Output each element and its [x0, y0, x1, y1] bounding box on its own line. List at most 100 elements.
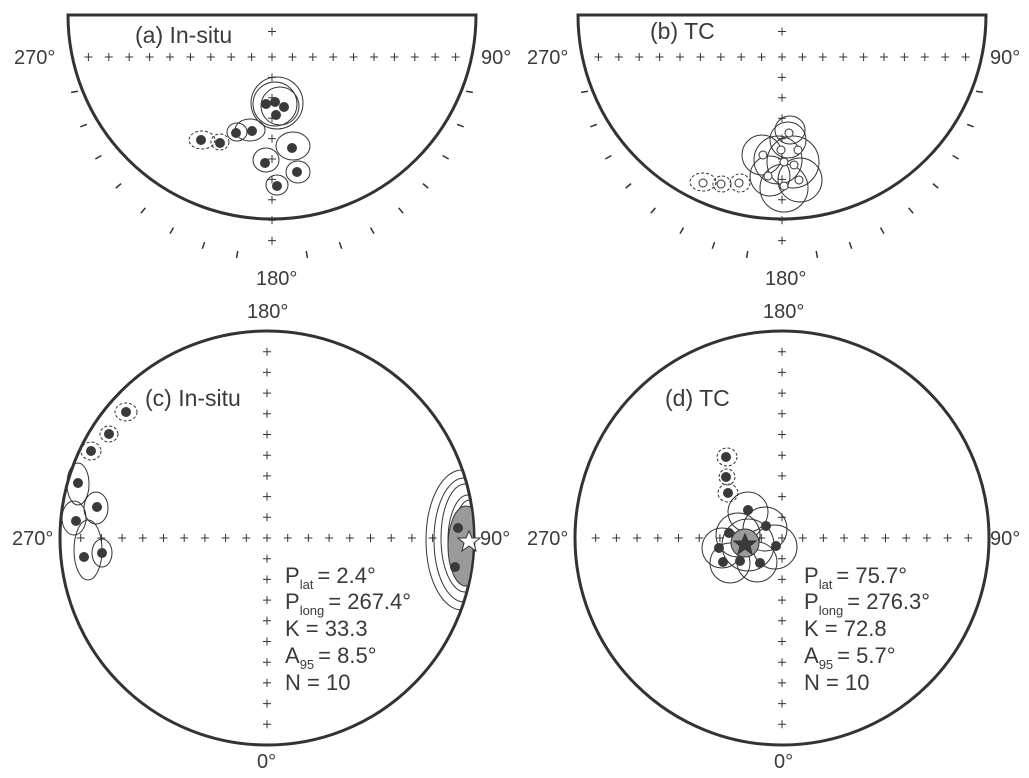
panel-a-net-outline: [66, 13, 478, 221]
tick-cross: [263, 513, 271, 522]
data-point: [271, 110, 281, 120]
data-point: [215, 138, 225, 148]
tick-cross: [268, 195, 276, 204]
tick-cross: [263, 554, 271, 563]
tick-cross: [778, 216, 786, 225]
tick-cross: [778, 389, 786, 398]
panel-c-stat-k: K = 33.3: [285, 616, 368, 641]
tick-cross: [778, 430, 786, 439]
tick-cross: [633, 534, 642, 542]
panel-a-label-south: 180°: [256, 268, 297, 290]
tick-cross: [263, 678, 271, 687]
tick-cross: [696, 53, 705, 61]
confidence-ellipse: [252, 147, 280, 173]
confidence-ellipse-dashed: [717, 483, 739, 503]
data-point: [287, 143, 297, 153]
data-point: [86, 446, 96, 456]
confidence-circle: [777, 157, 823, 203]
tick-cross: [304, 534, 313, 542]
data-point: [92, 502, 102, 512]
data-point: [453, 523, 463, 533]
tick-cross: [922, 534, 931, 542]
panel-d-label-north: 180°: [763, 301, 804, 323]
panel-c-stat-n: N = 10: [285, 670, 350, 695]
panel-d-stat-n: N = 10: [804, 670, 869, 695]
rim-tick: [650, 207, 656, 214]
data-point: [724, 528, 734, 538]
confidence-ellipse: [440, 483, 473, 593]
tick-cross: [104, 53, 113, 61]
tick-cross: [268, 155, 276, 163]
tick-cross: [778, 53, 786, 61]
tick-cross: [798, 53, 807, 61]
panel-b-label-west: 270°: [527, 47, 568, 69]
rim-tick: [932, 183, 939, 189]
tick-cross: [366, 534, 375, 542]
rim-tick: [908, 207, 914, 214]
tick-cross: [655, 53, 664, 61]
tick-cross: [778, 471, 786, 480]
rim-tick: [442, 154, 450, 160]
panel-a-points: [196, 97, 302, 191]
tick-cross: [778, 658, 786, 667]
rim-tick: [848, 241, 853, 249]
data-point: [721, 452, 731, 462]
panel-c-stat-a95: A95 = 8.5°: [285, 643, 377, 672]
panel-b-confidence-ellipses: [689, 115, 823, 213]
tick-cross: [247, 53, 256, 61]
tick-cross: [263, 658, 271, 667]
panel-c: (c) In-situ 180° 270° 90° 0°: [12, 301, 510, 773]
confidence-ellipse: [774, 115, 806, 145]
rim-tick: [422, 183, 429, 189]
tick-cross: [943, 534, 952, 542]
data-point: [270, 97, 280, 107]
open-data-point: [779, 181, 789, 191]
tick-cross: [778, 699, 786, 708]
confidence-ellipse: [265, 174, 289, 196]
data-point: [279, 102, 289, 112]
tick-cross: [612, 534, 621, 542]
confidence-ellipse-dashed: [712, 175, 732, 193]
tick-cross: [819, 534, 828, 542]
panel-d-confidence-ellipses: [701, 447, 798, 584]
panel-c-title: (c) In-situ: [145, 385, 241, 411]
open-data-point: [776, 145, 786, 155]
confidence-ellipse: [91, 538, 113, 568]
rim-tick: [80, 123, 88, 128]
tick-cross: [263, 616, 271, 625]
confidence-ellipse-dashed: [210, 133, 230, 151]
open-data-point: [758, 150, 768, 160]
tick-cross: [778, 492, 786, 501]
panel-b: (b) TC 270° 90° 180°: [527, 13, 1020, 290]
panel-d-net-outline: [573, 329, 991, 747]
panel-d: (d) TC 180° 270° 90° 0°: [527, 301, 1020, 773]
tick-cross: [84, 53, 93, 61]
tick-cross: [778, 575, 786, 584]
tick-cross: [76, 534, 85, 542]
panel-a-title: (a) In-situ: [135, 22, 232, 48]
tick-cross: [263, 451, 271, 460]
panel-c-label-east: 90°: [480, 528, 510, 550]
tick-cross: [431, 53, 440, 61]
tick-cross: [859, 53, 868, 61]
rim-tick: [952, 154, 960, 160]
tick-cross: [839, 53, 848, 61]
panel-d-title: (d) TC: [665, 385, 730, 411]
panel-b-rim-ticks: [580, 90, 984, 259]
rim-tick: [815, 250, 819, 259]
data-point: [723, 488, 733, 498]
tick-cross: [676, 53, 684, 61]
data-point: [771, 541, 781, 551]
tick-cross: [159, 534, 168, 542]
tick-cross: [180, 534, 189, 542]
confidence-ellipse-dashed: [689, 172, 717, 192]
panel-d-label-west: 270°: [527, 528, 568, 550]
confidence-ellipse: [61, 500, 87, 536]
data-point: [104, 429, 114, 439]
confidence-circle: [252, 81, 298, 127]
tick-cross: [778, 409, 786, 418]
tick-cross: [941, 53, 950, 61]
panel-b-label-south: 180°: [765, 268, 806, 290]
tick-cross: [329, 53, 338, 61]
data-point: [260, 158, 270, 168]
